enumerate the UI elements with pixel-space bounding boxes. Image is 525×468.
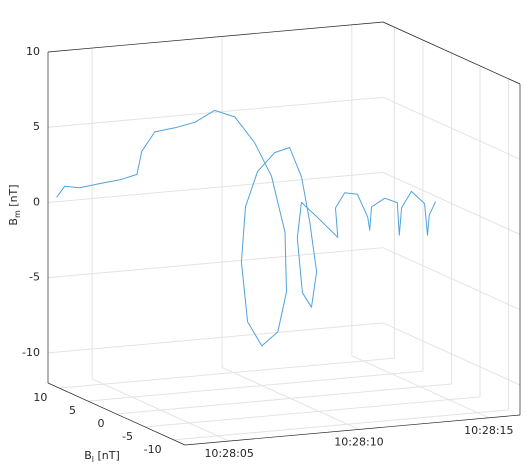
data-line — [56, 109, 437, 347]
z-tick-label: -5 — [29, 271, 40, 284]
z-label-subscript: m — [13, 210, 22, 218]
grid-line — [173, 409, 509, 441]
y-label-unit: [nT] — [98, 449, 120, 462]
grid-line — [382, 96, 521, 160]
grid-line — [47, 171, 384, 203]
grid-line — [116, 383, 452, 415]
z-tick-label: -10 — [22, 346, 40, 359]
grid-line — [87, 370, 424, 402]
box-edge — [184, 414, 521, 446]
y-tick-label: 5 — [69, 404, 76, 417]
x-tick-label: 10:28:10 — [334, 435, 383, 448]
z-tick-label: 10 — [26, 45, 40, 58]
box-edge — [47, 21, 384, 53]
grid-line — [382, 247, 521, 311]
y-tick-label: 10 — [33, 391, 47, 404]
x-tick-label: 10:28:15 — [464, 424, 513, 437]
z-axis-label: Bm [nT] — [7, 184, 22, 225]
y-axis-label: Bl [nT] — [84, 449, 120, 464]
grid-line — [47, 322, 384, 354]
grid-line — [59, 357, 395, 389]
z-label-unit: [nT] — [7, 184, 20, 206]
grid-line — [144, 396, 481, 428]
y-label-subscript: l — [92, 455, 94, 464]
grid-line — [47, 247, 384, 279]
grid-line — [47, 96, 384, 128]
z-tick-label: 5 — [33, 120, 40, 133]
grid-line — [382, 322, 521, 386]
z-tick-label: 0 — [33, 195, 40, 208]
y-tick-label: -10 — [144, 443, 162, 456]
box-edge — [382, 21, 521, 85]
box-edge — [47, 382, 186, 446]
grid-line — [382, 171, 521, 235]
y-tick-label: 0 — [98, 417, 105, 430]
x-tick-label: 10:28:05 — [204, 447, 253, 460]
y-label-symbol: B — [84, 449, 92, 462]
z-label-symbol: B — [7, 218, 20, 226]
y-tick-label: -5 — [122, 430, 133, 443]
